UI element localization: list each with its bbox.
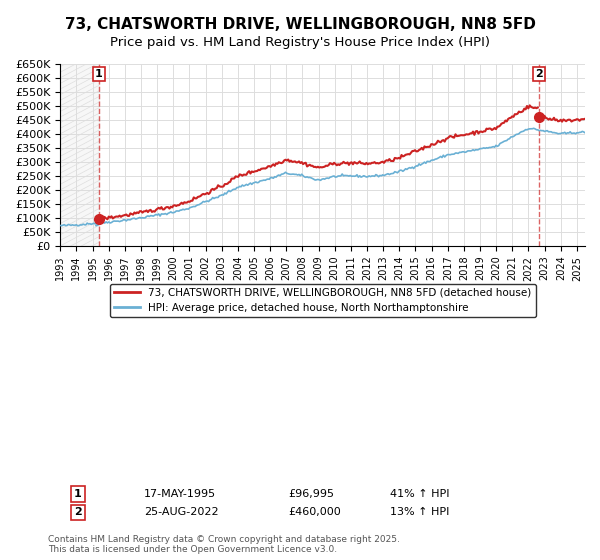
Text: 2: 2 <box>535 69 543 80</box>
Text: £96,995: £96,995 <box>288 489 334 499</box>
Bar <box>60 64 98 246</box>
Text: 25-AUG-2022: 25-AUG-2022 <box>144 507 218 517</box>
Legend: 73, CHATSWORTH DRIVE, WELLINGBOROUGH, NN8 5FD (detached house), HPI: Average pri: 73, CHATSWORTH DRIVE, WELLINGBOROUGH, NN… <box>110 283 536 317</box>
Text: 17-MAY-1995: 17-MAY-1995 <box>144 489 216 499</box>
Text: 1: 1 <box>74 489 82 499</box>
Text: Contains HM Land Registry data © Crown copyright and database right 2025.
This d: Contains HM Land Registry data © Crown c… <box>48 535 400 554</box>
Text: Price paid vs. HM Land Registry's House Price Index (HPI): Price paid vs. HM Land Registry's House … <box>110 36 490 49</box>
Text: 1: 1 <box>95 69 103 80</box>
Text: 41% ↑ HPI: 41% ↑ HPI <box>390 489 449 499</box>
Text: 73, CHATSWORTH DRIVE, WELLINGBOROUGH, NN8 5FD: 73, CHATSWORTH DRIVE, WELLINGBOROUGH, NN… <box>65 17 535 32</box>
Text: £460,000: £460,000 <box>288 507 341 517</box>
Text: 2: 2 <box>74 507 82 517</box>
Text: 13% ↑ HPI: 13% ↑ HPI <box>390 507 449 517</box>
